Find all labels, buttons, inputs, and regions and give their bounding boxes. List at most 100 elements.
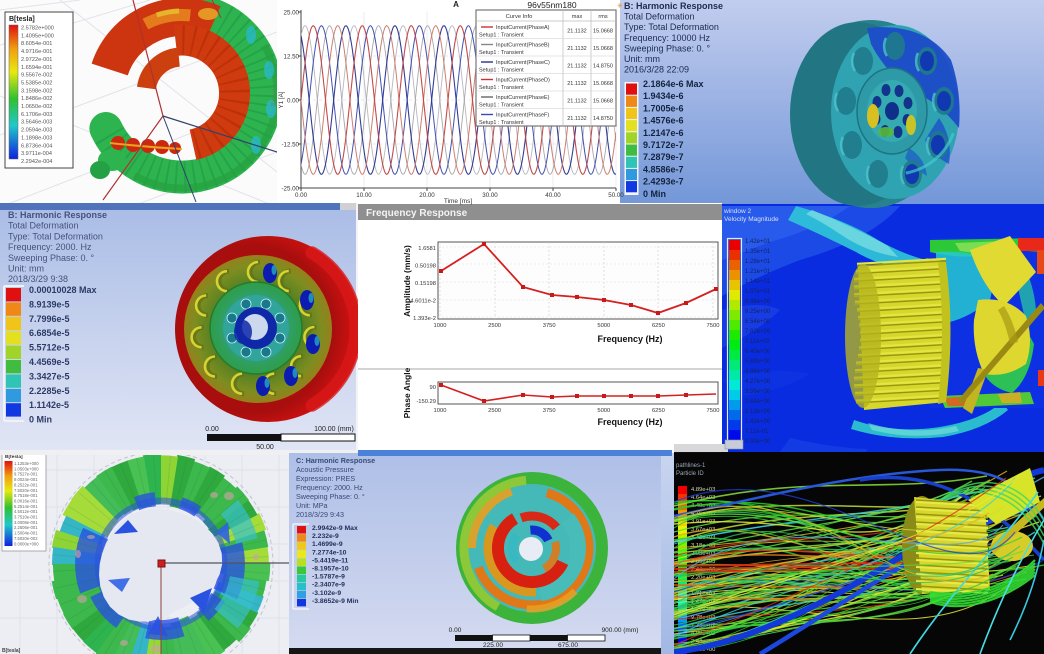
svg-text:6.6854e-5: 6.6854e-5: [29, 328, 70, 338]
svg-text:40.00: 40.00: [545, 192, 561, 199]
svg-text:5000: 5000: [597, 323, 610, 329]
svg-text:2.2942e-004: 2.2942e-004: [21, 159, 52, 165]
svg-text:-8.1957e-10: -8.1957e-10: [312, 566, 349, 573]
svg-text:7.7996e-5: 7.7996e-5: [29, 314, 70, 324]
svg-text:15.0668: 15.0668: [593, 99, 613, 105]
svg-text:T: T: [271, 95, 275, 101]
svg-text:window 2: window 2: [723, 208, 751, 215]
svg-text:0 Min: 0 Min: [29, 415, 52, 425]
svg-text:C: Harmonic Response: C: Harmonic Response: [296, 456, 375, 465]
svg-text:4.89e+03: 4.89e+03: [691, 487, 715, 493]
svg-text:rms: rms: [598, 14, 608, 20]
svg-text:2018/3/29 9:43: 2018/3/29 9:43: [296, 510, 344, 519]
svg-text:0.15198: 0.15198: [415, 281, 436, 287]
svg-text:12.50: 12.50: [284, 54, 300, 61]
svg-text:9.7172e-7: 9.7172e-7: [643, 140, 684, 150]
svg-text:2.20e+03: 2.20e+03: [691, 575, 715, 581]
svg-text:21.1132: 21.1132: [567, 64, 586, 70]
svg-text:1.42e+01: 1.42e+01: [745, 239, 771, 245]
svg-text:0.00: 0.00: [205, 426, 219, 433]
svg-text:14.8750: 14.8750: [593, 64, 613, 70]
svg-text:1000: 1000: [434, 408, 447, 414]
svg-text:7.11e+00: 7.11e+00: [745, 339, 770, 345]
svg-text:3.56e+00: 3.56e+00: [745, 389, 771, 395]
svg-text:Frequency: 2000. Hz: Frequency: 2000. Hz: [8, 242, 92, 252]
svg-text:2.2506e-001: 2.2506e-001: [14, 525, 38, 530]
svg-text:B[tesla]: B[tesla]: [2, 648, 21, 654]
svg-text:2.0594e-003: 2.0594e-003: [21, 128, 52, 134]
svg-text:Phase Angle: Phase Angle: [402, 367, 412, 418]
svg-text:9.96e+00: 9.96e+00: [745, 299, 771, 305]
svg-text:Sweeping Phase: 0. °: Sweeping Phase: 0. °: [8, 253, 95, 263]
svg-text:21.1132: 21.1132: [567, 116, 586, 122]
svg-text:Type: Total Deformation: Type: Total Deformation: [8, 231, 103, 241]
svg-text:Unit: MPa: Unit: MPa: [296, 501, 328, 510]
svg-text:-3.8652e-9 Min: -3.8652e-9 Min: [312, 598, 358, 605]
svg-text:Sweeping Phase: 0. °: Sweeping Phase: 0. °: [624, 43, 711, 53]
svg-text:8.9139e-5: 8.9139e-5: [29, 299, 70, 309]
svg-text:Frequency: 10000 Hz: Frequency: 10000 Hz: [624, 33, 711, 43]
svg-text:2.4293e-7: 2.4293e-7: [643, 177, 684, 187]
svg-text:2500: 2500: [488, 408, 501, 414]
svg-text:2018/3/29 9:38: 2018/3/29 9:38: [8, 274, 68, 284]
svg-text:225.00: 225.00: [483, 642, 503, 649]
svg-text:Amplitude (mm/s): Amplitude (mm/s): [402, 245, 412, 317]
svg-text:InputCurrent(PhaseA): InputCurrent(PhaseA): [496, 25, 550, 31]
svg-text:Total Deformation: Total Deformation: [624, 12, 695, 22]
svg-text:50.00: 50.00: [608, 192, 624, 199]
svg-text:3.1598e-002: 3.1598e-002: [21, 88, 52, 94]
svg-text:2.84e+00: 2.84e+00: [745, 399, 771, 405]
svg-text:3.9711e-004: 3.9711e-004: [21, 151, 52, 157]
svg-text:2.9942e-9 Max: 2.9942e-9 Max: [312, 525, 358, 532]
svg-text:InputCurrent(PhaseB): InputCurrent(PhaseB): [496, 43, 550, 49]
svg-text:B: Harmonic Response: B: Harmonic Response: [8, 210, 107, 220]
svg-text:1.2147e-6: 1.2147e-6: [643, 128, 684, 138]
svg-text:Frequency (Hz): Frequency (Hz): [597, 417, 662, 427]
svg-text:6.0016e-001: 6.0016e-001: [14, 498, 38, 503]
svg-text:5.5385e-002: 5.5385e-002: [21, 80, 52, 86]
svg-text:9.7527e-001: 9.7527e-001: [14, 472, 38, 477]
svg-text:4.4569e-5: 4.4569e-5: [29, 357, 70, 367]
svg-text:B[tesla]: B[tesla]: [5, 454, 23, 460]
svg-text:6.7518e-001: 6.7518e-001: [14, 493, 38, 498]
svg-text:9.25e+00: 9.25e+00: [745, 309, 771, 315]
svg-text:Type: Total Deformation: Type: Total Deformation: [624, 22, 719, 32]
svg-text:-1.5787e-9: -1.5787e-9: [312, 574, 345, 581]
svg-text:Unit: mm: Unit: mm: [8, 264, 44, 274]
svg-text:1.7005e-6: 1.7005e-6: [643, 103, 684, 113]
svg-text:15.0668: 15.0668: [593, 29, 613, 35]
svg-text:-150.29: -150.29: [416, 399, 436, 405]
svg-text:2.2285e-5: 2.2285e-5: [29, 386, 70, 396]
svg-text:2016/3/28 22:09: 2016/3/28 22:09: [624, 65, 689, 75]
svg-text:InputCurrent(PhaseE): InputCurrent(PhaseE): [496, 95, 550, 101]
svg-text:7.33e+02: 7.33e+02: [691, 623, 715, 629]
svg-text:4.98e+00: 4.98e+00: [745, 369, 771, 375]
svg-text:1.4576e-6: 1.4576e-6: [643, 116, 684, 126]
svg-text:6.8736e-004: 6.8736e-004: [21, 143, 52, 149]
svg-text:1.0650e-002: 1.0650e-002: [21, 104, 52, 110]
svg-text:InputCurrent(PhaseC): InputCurrent(PhaseC): [496, 60, 550, 66]
svg-text:0.00: 0.00: [287, 98, 300, 105]
svg-text:9.5567e-002: 9.5567e-002: [21, 73, 52, 79]
svg-text:1.1898e-003: 1.1898e-003: [21, 135, 52, 141]
svg-text:Velocity Magnitude: Velocity Magnitude: [724, 216, 779, 223]
svg-text:0.00: 0.00: [449, 627, 462, 634]
svg-text:Acoustic Pressure: Acoustic Pressure: [296, 465, 354, 474]
svg-text:7.82e+00: 7.82e+00: [745, 329, 771, 335]
svg-text:1.07e+01: 1.07e+01: [745, 289, 771, 295]
svg-text:9.0024e-001: 9.0024e-001: [14, 477, 38, 482]
svg-text:5.5712e-5: 5.5712e-5: [29, 343, 70, 353]
svg-text:2.1864e-6 Max: 2.1864e-6 Max: [643, 79, 704, 89]
svg-text:Setup1 : Transient: Setup1 : Transient: [479, 120, 524, 126]
svg-text:2.13e+00: 2.13e+00: [745, 409, 771, 415]
svg-text:5.69e+00: 5.69e+00: [745, 359, 771, 365]
svg-text:4.8586e-7: 4.8586e-7: [643, 164, 684, 174]
svg-text:90: 90: [430, 385, 436, 391]
svg-text:0.00e+00: 0.00e+00: [745, 439, 771, 445]
svg-text:0.0000e+000: 0.0000e+000: [14, 541, 39, 546]
svg-text:7.11e-01: 7.11e-01: [745, 429, 769, 435]
svg-text:21.1132: 21.1132: [567, 29, 586, 35]
svg-text:5000: 5000: [597, 408, 610, 414]
svg-text:-3.102e-9: -3.102e-9: [312, 590, 341, 597]
svg-text:50.00: 50.00: [256, 444, 274, 451]
